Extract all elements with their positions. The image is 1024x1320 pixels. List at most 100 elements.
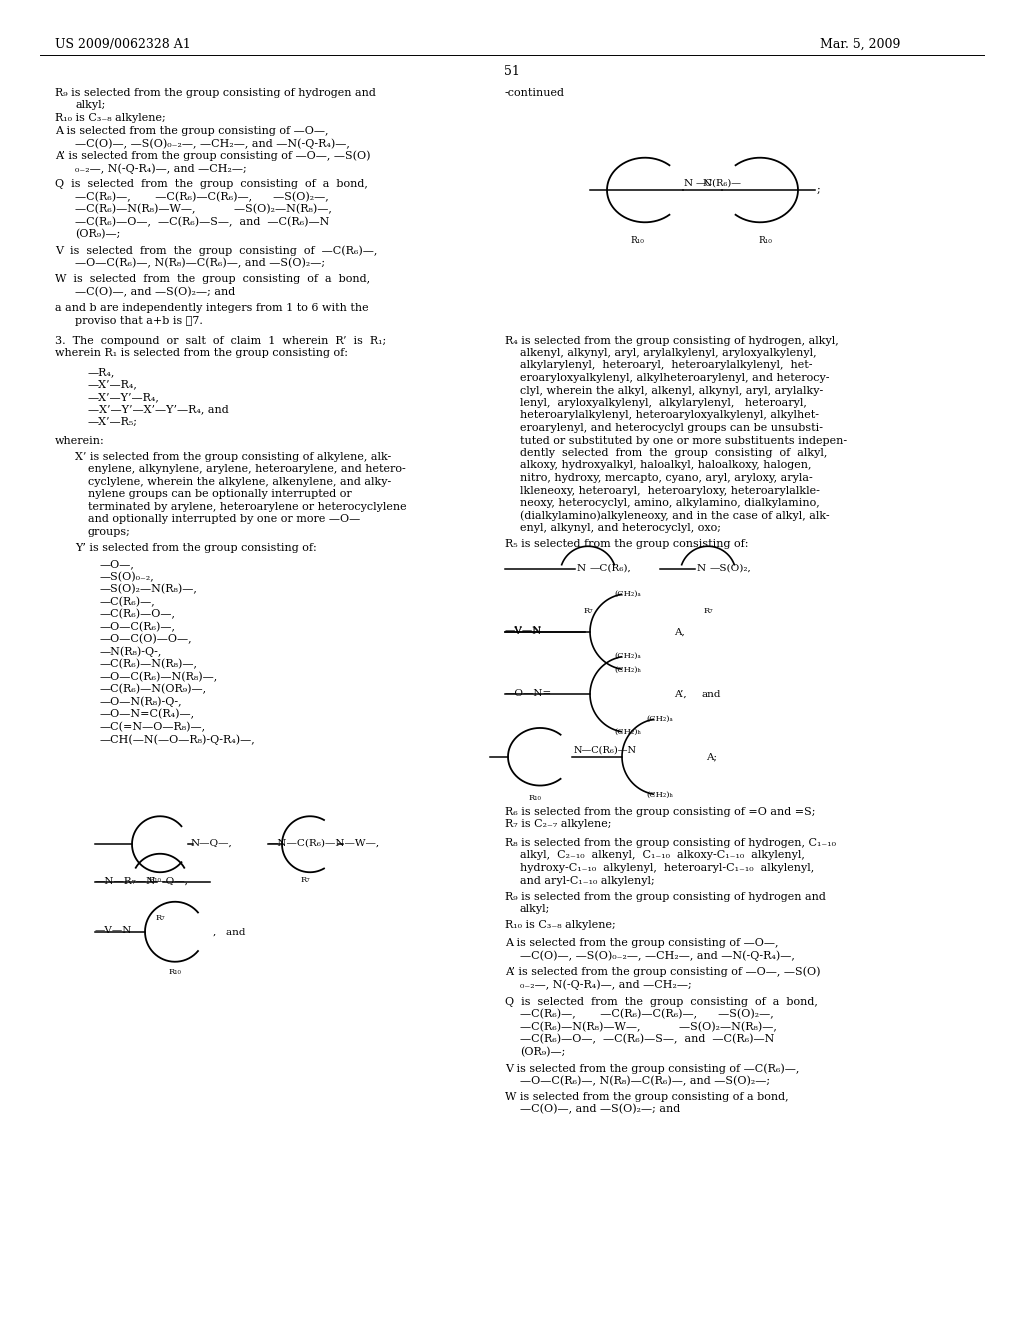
Text: eroaryloxyalkylenyl, alkylheteroarylenyl, and heterocy-: eroaryloxyalkylenyl, alkylheteroarylenyl… xyxy=(520,374,829,383)
Text: ;: ; xyxy=(817,185,821,195)
Text: R₈ is selected from the group consisting of hydrogen, C₁₋₁₀: R₈ is selected from the group consisting… xyxy=(505,838,836,847)
Text: R₁₀: R₁₀ xyxy=(169,968,181,975)
Text: Q  is  selected  from  the  group  consisting  of  a  bond,: Q is selected from the group consisting … xyxy=(55,180,368,189)
Text: A is selected from the group consisting of —O—,: A is selected from the group consisting … xyxy=(55,125,329,136)
Text: a and b are independently integers from 1 to 6 with the: a and b are independently integers from … xyxy=(55,304,369,313)
Text: —C(R₆)—N(R₈)—,: —C(R₆)—N(R₈)—, xyxy=(100,659,198,669)
Text: R₇: R₇ xyxy=(300,876,310,884)
Text: (CH₂)ₕ: (CH₂)ₕ xyxy=(614,665,642,673)
Text: wherein R₁ is selected from the group consisting of:: wherein R₁ is selected from the group co… xyxy=(55,348,348,358)
Text: —C(R₆)—O—,: —C(R₆)—O—, xyxy=(100,610,176,619)
Text: R₁₀ is C₃₋₈ alkylene;: R₁₀ is C₃₋₈ alkylene; xyxy=(55,114,166,123)
Text: —X’—R₄,: —X’—R₄, xyxy=(88,379,138,389)
Text: —O—C(O)—O—,: —O—C(O)—O—, xyxy=(100,634,193,644)
Text: (OR₉)—;: (OR₉)—; xyxy=(520,1047,565,1057)
Text: R₄ is selected from the group consisting of hydrogen, alkyl,: R₄ is selected from the group consisting… xyxy=(505,335,839,346)
Text: V  is  selected  from  the  group  consisting  of  —C(R₆)—,: V is selected from the group consisting … xyxy=(55,246,378,256)
Text: W  is  selected  from  the  group  consisting  of  a  bond,: W is selected from the group consisting … xyxy=(55,275,370,284)
Text: lenyl,  aryloxyalkylenyl,  alkylarylenyl,   heteroaryl,: lenyl, aryloxyalkylenyl, alkylarylenyl, … xyxy=(520,399,807,408)
Text: —O—,: —O—, xyxy=(100,560,135,569)
Text: and: and xyxy=(701,690,721,698)
Text: (CH₂)ₐ: (CH₂)ₐ xyxy=(614,590,641,598)
Text: R₇: R₇ xyxy=(156,913,165,921)
Text: (dialkylamino)alkyleneoxy, and in the case of alkyl, alk-: (dialkylamino)alkyleneoxy, and in the ca… xyxy=(520,511,829,521)
Text: R₁₀: R₁₀ xyxy=(630,236,644,246)
Text: dently  selected  from  the  group  consisting  of  alkyl,: dently selected from the group consistin… xyxy=(520,447,827,458)
Text: —C(R₆)—N(OR₉)—,: —C(R₆)—N(OR₉)—, xyxy=(100,684,207,694)
Text: —C(R₆)—: —C(R₆)— xyxy=(696,180,742,187)
Text: —C(R₆)—N(R₈)—W—,           —S(O)₂—N(R₈)—,: —C(R₆)—N(R₈)—W—, —S(O)₂—N(R₈)—, xyxy=(75,205,332,215)
Text: —S(O)₂—N(R₈)—,: —S(O)₂—N(R₈)—, xyxy=(100,585,198,594)
Text: R₉ is selected from the group consisting of hydrogen and: R₉ is selected from the group consisting… xyxy=(55,88,376,98)
Text: —C(R₆)—,       —C(R₆)—C(R₆)—,      —S(O)₂—,: —C(R₆)—, —C(R₆)—C(R₆)—, —S(O)₂—, xyxy=(75,191,329,202)
Text: cyclylene, wherein the alkylene, alkenylene, and alky-: cyclylene, wherein the alkylene, alkenyl… xyxy=(88,477,391,487)
Text: (CH₂)ₐ: (CH₂)ₐ xyxy=(646,714,674,723)
Text: —V—N: —V—N xyxy=(505,627,543,636)
Text: —O—N=: —O—N= xyxy=(505,689,552,698)
Text: —O—C(R₆)—N(R₈)—,: —O—C(R₆)—N(R₈)—, xyxy=(100,672,218,682)
Text: N—Q—,: N—Q—, xyxy=(191,838,232,847)
Text: —N(R₈)‐Q‐,: —N(R₈)‐Q‐, xyxy=(100,647,163,657)
Text: —C(=N—O—R₈)—,: —C(=N—O—R₈)—, xyxy=(100,722,206,733)
Text: eroarylenyl, and heterocyclyl groups can be unsubsti-: eroarylenyl, and heterocyclyl groups can… xyxy=(520,422,823,433)
Text: wherein:: wherein: xyxy=(55,436,104,446)
Text: R₁₀: R₁₀ xyxy=(528,793,542,801)
Text: lkleneoxy, heteroaryl,  heteroaryloxy, heteroarylalkle-: lkleneoxy, heteroaryl, heteroaryloxy, he… xyxy=(520,486,820,495)
Text: R₆ is selected from the group consisting of =O and =S;: R₆ is selected from the group consisting… xyxy=(505,807,815,817)
Text: A’,: A’, xyxy=(674,690,687,698)
Text: —O—C(R₆)—, N(R₈)—C(R₆)—, and —S(O)₂—;: —O—C(R₆)—, N(R₈)—C(R₆)—, and —S(O)₂—; xyxy=(75,257,326,268)
Text: —S(O)₂,: —S(O)₂, xyxy=(710,564,752,573)
Text: enyl, alkynyl, and heterocyclyl, oxo;: enyl, alkynyl, and heterocyclyl, oxo; xyxy=(520,523,721,533)
Text: (CH₂)ₕ: (CH₂)ₕ xyxy=(646,791,674,799)
Text: R₁₀: R₁₀ xyxy=(758,236,772,246)
Text: —C(O)—, and —S(O)₂—; and: —C(O)—, and —S(O)₂—; and xyxy=(75,286,236,297)
Text: groups;: groups; xyxy=(88,527,131,537)
Text: alkylarylenyl,  heteroaryl,  heteroarylalkylenyl,  het-: alkylarylenyl, heteroaryl, heteroarylalk… xyxy=(520,360,812,371)
Text: —O—N=C(R₄)—,: —O—N=C(R₄)—, xyxy=(100,709,196,719)
Text: —O—C(R₆)—, N(R₈)—C(R₆)—, and —S(O)₂—;: —O—C(R₆)—, N(R₈)—C(R₆)—, and —S(O)₂—; xyxy=(520,1076,770,1086)
Text: —O—N(R₈)‐Q‐,: —O—N(R₈)‐Q‐, xyxy=(100,697,182,708)
Text: R₉ is selected from the group consisting of hydrogen and: R₉ is selected from the group consisting… xyxy=(505,892,826,902)
Text: neoxy, heterocyclyl, amino, alkylamino, dialkylamino,: neoxy, heterocyclyl, amino, alkylamino, … xyxy=(520,498,820,508)
Text: N: N xyxy=(697,564,707,573)
Text: —C(R₆),: —C(R₆), xyxy=(590,564,632,573)
Text: proviso that a+b is ≦7.: proviso that a+b is ≦7. xyxy=(75,315,203,326)
Text: heteroarylalkylenyl, heteroaryloxyalkylenyl, alkylhet-: heteroarylalkylenyl, heteroaryloxyalkyle… xyxy=(520,411,819,421)
Text: clyl, wherein the alkyl, alkenyl, alkynyl, aryl, arylalky-: clyl, wherein the alkyl, alkenyl, alkyny… xyxy=(520,385,823,396)
Text: (OR₉)—;: (OR₉)—; xyxy=(75,230,121,239)
Text: A is selected from the group consisting of —O—,: A is selected from the group consisting … xyxy=(505,939,778,948)
Text: A;: A; xyxy=(706,752,717,762)
Text: X’ is selected from the group consisting of alkylene, alk-: X’ is selected from the group consisting… xyxy=(75,451,391,462)
Text: N: N xyxy=(577,564,586,573)
Text: ₀₋₂—, N(‐Q‐R₄)—, and —CH₂—;: ₀₋₂—, N(‐Q‐R₄)—, and —CH₂—; xyxy=(75,162,247,173)
Text: enylene, alkynylene, arylene, heteroarylene, and hetero-: enylene, alkynylene, arylene, heteroaryl… xyxy=(88,465,406,474)
Text: terminated by arylene, heteroarylene or heterocyclylene: terminated by arylene, heteroarylene or … xyxy=(88,502,407,512)
Text: 3.  The  compound  or  salt  of  claim  1  wherein  R’  is  R₁;: 3. The compound or salt of claim 1 where… xyxy=(55,335,386,346)
Text: —X’—Y’—R₄,: —X’—Y’—R₄, xyxy=(88,392,160,401)
Text: nitro, hydroxy, mercapto, cyano, aryl, aryloxy, aryla-: nitro, hydroxy, mercapto, cyano, aryl, a… xyxy=(520,473,813,483)
Text: ₀₋₂—, N(‐Q‐R₄)—, and —CH₂—;: ₀₋₂—, N(‐Q‐R₄)—, and —CH₂—; xyxy=(520,979,692,990)
Text: and aryl-C₁₋₁₀ alkylenyl;: and aryl-C₁₋₁₀ alkylenyl; xyxy=(520,875,654,886)
Text: hydroxy-C₁₋₁₀  alkylenyl,  heteroaryl-C₁₋₁₀  alkylenyl,: hydroxy-C₁₋₁₀ alkylenyl, heteroaryl-C₁₋₁… xyxy=(520,863,814,873)
Text: N: N xyxy=(702,180,712,187)
Text: alkenyl, alkynyl, aryl, arylalkylenyl, aryloxyalkylenyl,: alkenyl, alkynyl, aryl, arylalkylenyl, a… xyxy=(520,348,816,358)
Text: Q  is  selected  from  the  group  consisting  of  a  bond,: Q is selected from the group consisting … xyxy=(505,997,818,1007)
Text: Y’ is selected from the group consisting of:: Y’ is selected from the group consisting… xyxy=(75,543,316,553)
Text: R₁₀: R₁₀ xyxy=(148,876,162,884)
Text: A’ is selected from the group consisting of —O—, —S(O): A’ is selected from the group consisting… xyxy=(505,966,820,977)
Text: —C(R₆)—,       —C(R₆)—C(R₆)—,      —S(O)₂—,: —C(R₆)—, —C(R₆)—C(R₆)—, —S(O)₂—, xyxy=(520,1010,774,1019)
Text: alkyl;: alkyl; xyxy=(520,904,550,915)
Text: nylene groups can be optionally interrupted or: nylene groups can be optionally interrup… xyxy=(88,490,352,499)
Text: R₇: R₇ xyxy=(584,607,593,615)
Text: W is selected from the group consisting of a bond,: W is selected from the group consisting … xyxy=(505,1092,788,1102)
Text: —O—C(R₆)—,: —O—C(R₆)—, xyxy=(100,622,176,632)
Text: —C(O)—, —S(O)₀₋₂—, —CH₂—, and —N(‐Q‐R₄)—,: —C(O)—, —S(O)₀₋₂—, —CH₂—, and —N(‐Q‐R₄)—… xyxy=(75,139,350,149)
Text: N: N xyxy=(684,180,693,187)
Text: —CH(—N(—O—R₈)‐Q‐R₄)—,: —CH(—N(—O—R₈)‐Q‐R₄)—, xyxy=(100,734,256,744)
Text: R₇: R₇ xyxy=(703,607,713,615)
Text: (CH₂)ₕ: (CH₂)ₕ xyxy=(614,729,642,737)
Text: alkyl;: alkyl; xyxy=(75,100,105,111)
Text: and optionally interrupted by one or more —O—: and optionally interrupted by one or mor… xyxy=(88,515,360,524)
Text: A’ is selected from the group consisting of —O—, —S(O): A’ is selected from the group consisting… xyxy=(55,150,371,161)
Text: —R₄,: —R₄, xyxy=(88,367,116,376)
